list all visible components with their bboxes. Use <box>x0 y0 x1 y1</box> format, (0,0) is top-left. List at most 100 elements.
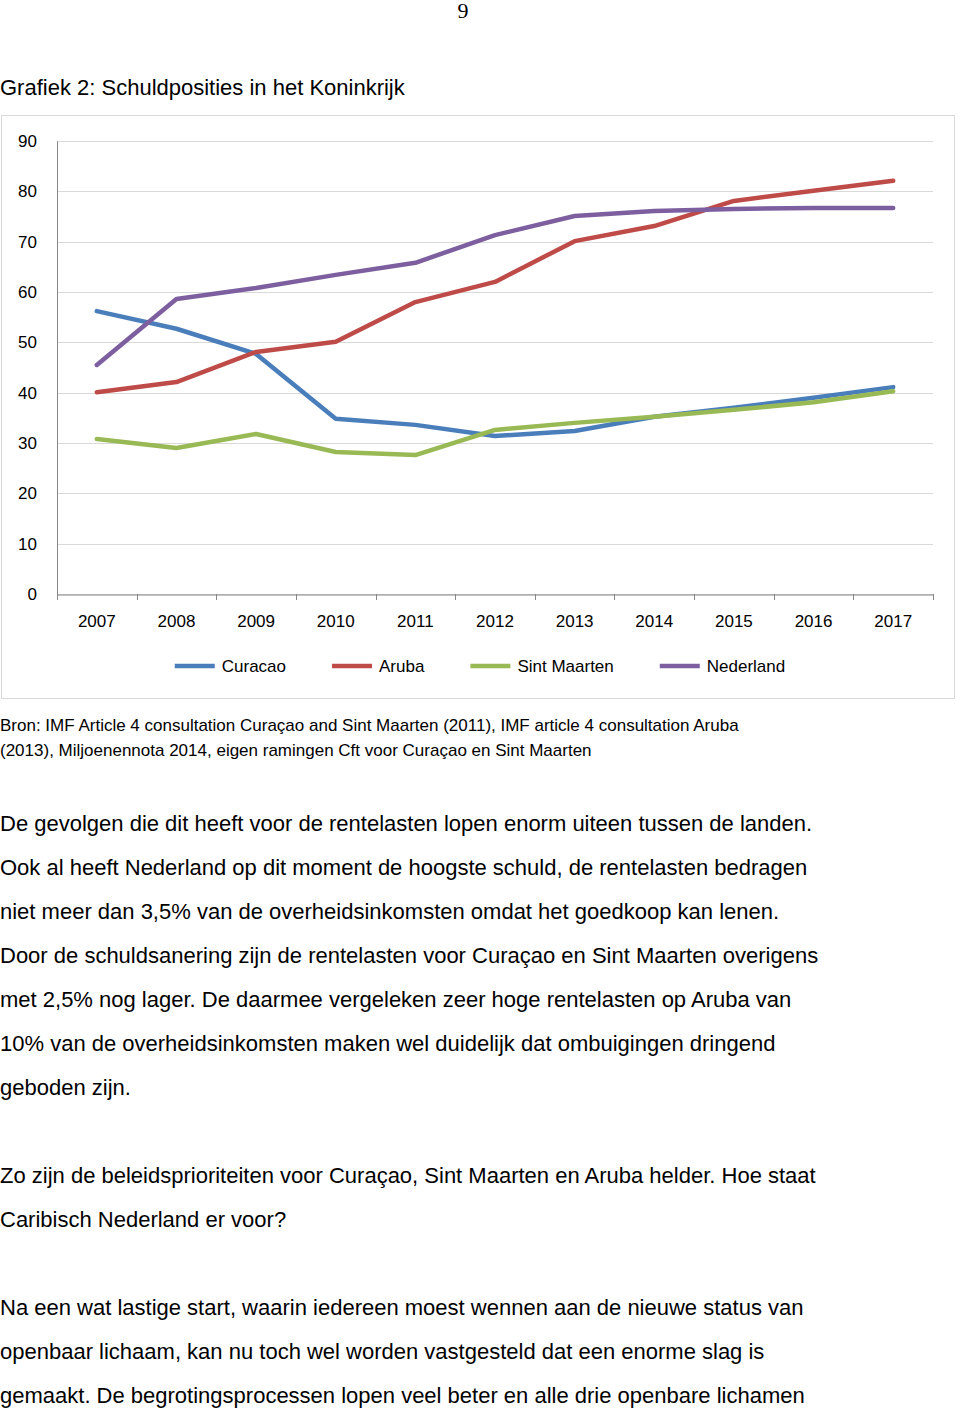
y-tick: 80 <box>18 182 57 201</box>
x-tick-label: 2007 <box>78 612 116 631</box>
paragraph-line: De gevolgen die dit heeft voor de rentel… <box>0 811 812 836</box>
paragraph: Na een wat lastige start, waarin iederee… <box>0 1295 805 1408</box>
x-tick-label: 2009 <box>237 612 275 631</box>
y-axis-line <box>57 142 58 595</box>
grid-line <box>57 242 933 243</box>
y-tick-label: 30 <box>18 434 37 453</box>
x-tick-label: 2008 <box>158 612 196 631</box>
series-line <box>97 208 893 365</box>
chart-frame <box>2 116 955 699</box>
grid-line <box>57 292 933 293</box>
y-tick-label: 10 <box>18 535 37 554</box>
series-line <box>97 391 893 455</box>
paragraph: De gevolgen die dit heeft voor de rentel… <box>0 811 818 1100</box>
legend-item: Sint Maarten <box>470 657 613 676</box>
x-tick: 2012 <box>476 595 514 631</box>
chart: 0102030405060708090200720082009201020112… <box>18 132 933 631</box>
x-separator <box>774 594 775 600</box>
grid-line <box>57 544 933 545</box>
x-tick: 2017 <box>874 595 912 631</box>
x-axis: 2007 2008 2009 2010 2011 2012 2013 2014 2015 2016… <box>58 595 934 631</box>
series-line <box>97 181 893 392</box>
y-tick: 0 <box>28 585 57 604</box>
page: 9 Grafiek 2: Schuldposities in het Konink… <box>0 0 960 1409</box>
paragraph: Zo zijn de beleidsprioriteiten voor Cura… <box>0 1163 816 1232</box>
x-tick-label: 2014 <box>635 612 673 631</box>
grid <box>57 142 933 595</box>
y-axis: 0 10 20 30 40 50 60 70 80 90 <box>18 132 57 604</box>
legend-label: Sint Maarten <box>517 657 613 676</box>
paragraph-line: met 2,5% nog lager. De daarmee vergeleke… <box>0 987 791 1012</box>
legend-item: Aruba <box>332 657 425 676</box>
x-separator <box>57 594 58 600</box>
paragraph-line: niet meer dan 3,5% van de overheidsinkom… <box>0 899 779 924</box>
source: Bron: IMF Article 4 consultation Curaçao… <box>0 716 739 760</box>
x-tick-label: 2015 <box>715 612 753 631</box>
legend-swatch <box>332 664 372 669</box>
x-separator <box>216 594 217 600</box>
x-tick: 2007 <box>78 595 116 631</box>
paragraph-line: geboden zijn. <box>0 1075 131 1100</box>
legend-label: Aruba <box>379 657 425 676</box>
y-tick-label: 70 <box>18 233 37 252</box>
legend-label: Nederland <box>707 657 785 676</box>
source-line: Bron: IMF Article 4 consultation Curaçao… <box>0 716 739 735</box>
y-tick-label: 0 <box>28 585 37 604</box>
x-separator <box>455 594 456 600</box>
y-tick: 40 <box>18 384 57 403</box>
x-separator <box>137 594 138 600</box>
y-tick-label: 20 <box>18 484 37 503</box>
y-tick-label: 60 <box>18 283 37 302</box>
x-separators <box>58 594 934 600</box>
paragraph-line: openbaar lichaam, kan nu toch wel worden… <box>0 1339 764 1364</box>
paragraph-line: Caribisch Nederland er voor? <box>0 1207 286 1232</box>
paragraph-line: 10% van de overheidsinkomsten maken wel … <box>0 1031 775 1056</box>
x-tick: 2014 <box>635 595 673 631</box>
legend-label: Curacao <box>222 657 286 676</box>
legend-swatch <box>470 664 510 669</box>
y-tick: 60 <box>18 283 57 302</box>
x-tick: 2016 <box>795 595 833 631</box>
legend-item: Curacao <box>175 657 286 676</box>
x-separator <box>933 594 934 600</box>
x-tick-label: 2010 <box>317 612 355 631</box>
y-tick: 70 <box>18 233 57 252</box>
x-separator <box>535 594 536 600</box>
grid-line <box>57 141 933 142</box>
page-number: 9 <box>458 0 469 23</box>
paragraph-line: Na een wat lastige start, waarin iederee… <box>0 1295 803 1320</box>
y-tick-label: 80 <box>18 182 37 201</box>
legend-item: Nederland <box>660 657 785 676</box>
y-tick: 90 <box>18 132 57 151</box>
x-tick: 2011 <box>397 595 434 631</box>
x-separator <box>376 594 377 600</box>
grid-line <box>57 594 933 595</box>
x-separator <box>853 594 854 600</box>
source-line: (2013), Miljoenennota 2014, eigen raming… <box>0 741 592 760</box>
paragraph-line: gemaakt. De begrotingsprocessen lopen ve… <box>0 1383 805 1408</box>
x-axis-line <box>58 595 934 596</box>
x-tick: 2008 <box>158 595 196 631</box>
paragraph-line: Door de schuldsanering zijn de rentelast… <box>0 943 818 968</box>
x-tick: 2010 <box>317 595 355 631</box>
x-separator <box>296 594 297 600</box>
series-group <box>97 181 893 455</box>
y-tick: 30 <box>18 434 57 453</box>
y-tick-label: 40 <box>18 384 37 403</box>
paragraph-line: Ook al heeft Nederland op dit moment de … <box>0 855 807 880</box>
grid-line <box>57 493 933 494</box>
series-line <box>97 311 893 436</box>
legend-swatch <box>660 664 700 669</box>
y-tick-label: 90 <box>18 132 37 151</box>
chart-title: Grafiek 2: Schuldposities in het Koninkr… <box>0 75 406 100</box>
x-tick-label: 2013 <box>556 612 594 631</box>
legend-swatch <box>175 664 215 669</box>
x-tick-label: 2017 <box>874 612 912 631</box>
y-tick: 20 <box>18 484 57 503</box>
x-separator <box>694 594 695 600</box>
x-tick: 2013 <box>556 595 594 631</box>
x-tick: 2015 <box>715 595 753 631</box>
y-tick: 10 <box>18 535 57 554</box>
x-tick-label: 2011 <box>397 612 434 631</box>
y-tick: 50 <box>18 333 57 352</box>
